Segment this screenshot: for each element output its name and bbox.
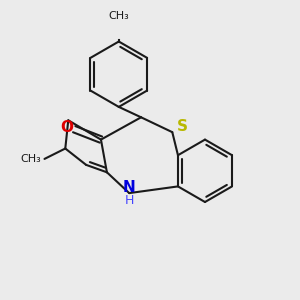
Text: H: H: [124, 194, 134, 207]
Text: CH₃: CH₃: [21, 154, 41, 164]
Text: S: S: [177, 119, 188, 134]
Text: CH₃: CH₃: [108, 11, 129, 21]
Text: N: N: [123, 180, 136, 195]
Text: O: O: [60, 120, 73, 135]
